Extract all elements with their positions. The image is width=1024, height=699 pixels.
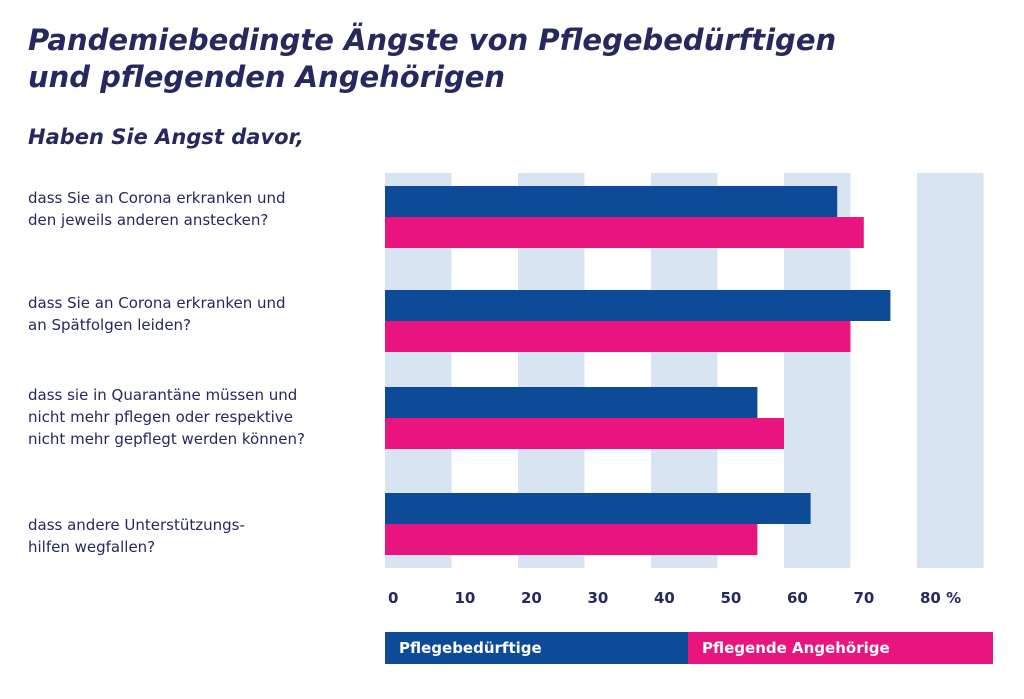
chart-subtitle: Haben Sie Angst davor, [28, 125, 304, 149]
bar-angehoerige-1 [385, 217, 864, 248]
bar-angehoerige-3 [385, 418, 784, 449]
chart-title: Pandemiebedingte Ängste von Pflegebedürf… [28, 23, 837, 94]
bar-pflegebeduerftige-2 [385, 290, 891, 321]
grid-band [917, 173, 984, 568]
x-tick-label: 0 [388, 589, 398, 607]
category-label-4: dass andere Unterstützungs- hilfen wegfa… [28, 516, 245, 556]
x-tick-label: 70 [854, 589, 875, 607]
x-tick-label: 40 [654, 589, 675, 607]
bar-angehoerige-2 [385, 321, 851, 352]
bar-pflegebeduerftige-4 [385, 493, 811, 524]
category-label-3: dass sie in Quarantäne müssen und nicht … [28, 386, 305, 448]
x-tick-label: 30 [588, 589, 609, 607]
bar-angehoerige-4 [385, 524, 758, 555]
category-label-1: dass Sie an Corona erkranken und den jew… [28, 189, 286, 229]
legend-item-angehoerige: Pflegende Angehörige [688, 632, 993, 664]
legend-label: Pflegebedürftige [399, 639, 542, 657]
bar-pflegebeduerftige-3 [385, 387, 758, 418]
x-tick-label: 80 % [920, 589, 961, 607]
legend-label: Pflegende Angehörige [702, 639, 890, 657]
legend: Pflegebedürftige Pflegende Angehörige [385, 632, 993, 664]
x-tick-label: 10 [455, 589, 476, 607]
x-tick-label: 50 [721, 589, 742, 607]
category-label-2: dass Sie an Corona erkranken und an Spät… [28, 294, 286, 334]
x-tick-label: 60 [787, 589, 808, 607]
x-tick-label: 20 [521, 589, 542, 607]
bar-pflegebeduerftige-1 [385, 186, 838, 217]
legend-item-pflegebeduerftige: Pflegebedürftige [385, 632, 688, 664]
